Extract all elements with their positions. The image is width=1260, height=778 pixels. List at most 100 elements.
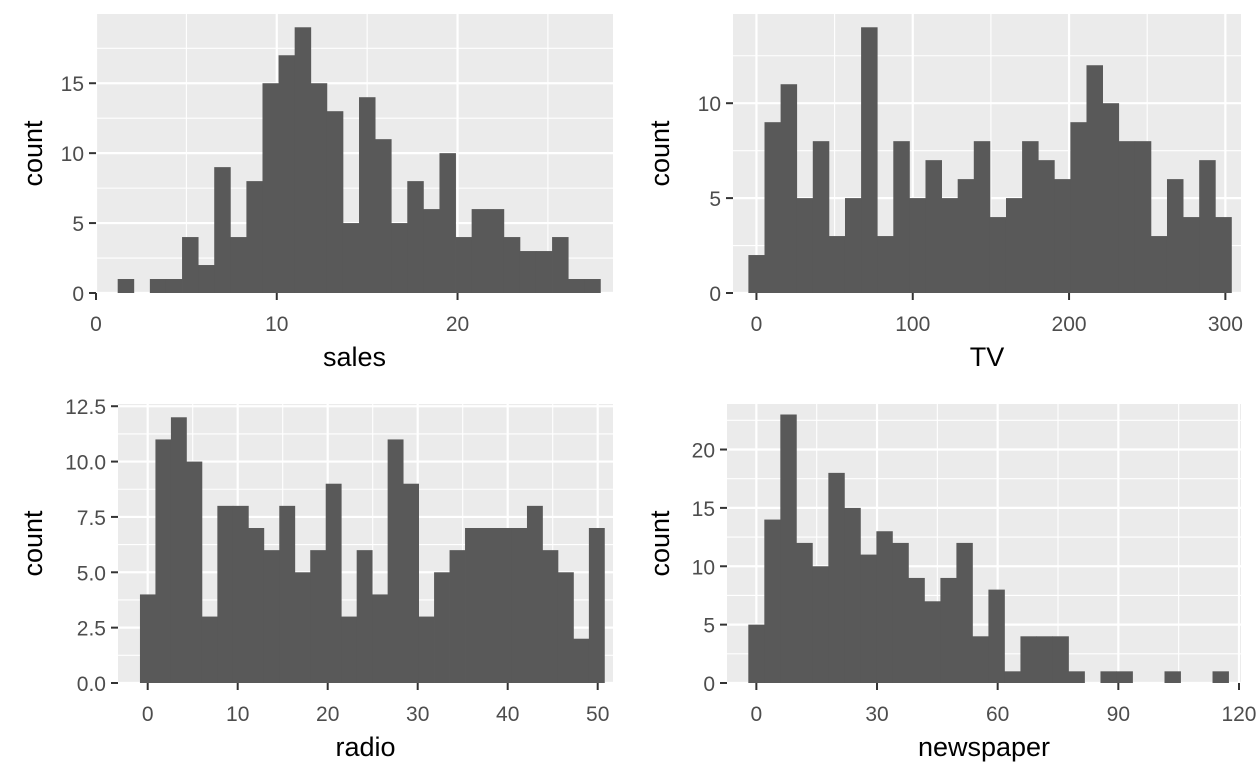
- sales-histogram-bar: [198, 265, 215, 293]
- sales-y-axis-title: count: [18, 120, 48, 187]
- sales-histogram-panel: 0 10 20 0 5 10 15 sales count: [18, 14, 613, 372]
- sales-histogram-bar: [294, 27, 312, 294]
- radio-histogram-bar: [496, 528, 512, 683]
- tv-histogram-bar: [1054, 179, 1071, 293]
- sales-histogram-bar: [149, 279, 167, 293]
- tv-histogram-bar: [1102, 103, 1120, 294]
- tv-histogram-bar: [941, 198, 959, 293]
- radio-y-axis-title: count: [18, 510, 48, 577]
- newspaper-histogram-bar: [1004, 671, 1021, 683]
- tv-histogram-bar: [1070, 122, 1087, 293]
- radio-histogram-bar: [310, 550, 327, 683]
- tv-histogram-bar: [812, 141, 830, 293]
- radio-histogram-bar: [542, 550, 559, 683]
- radio-histogram-bar: [372, 594, 389, 683]
- tv-x-axis-title: TV: [970, 342, 1005, 372]
- newspaper-histogram-bar: [1020, 636, 1037, 683]
- tv-histogram-bar: [1118, 141, 1136, 293]
- newspaper-histogram-bar: [780, 414, 797, 683]
- tv-histogram-bar: [1183, 217, 1200, 293]
- sales-histogram-bar: [117, 279, 135, 293]
- tv-x-tick-label: 0: [751, 313, 763, 336]
- sales-histogram-bar: [391, 223, 408, 293]
- newspaper-histogram-bar: [1052, 636, 1069, 683]
- radio-histogram-bar: [557, 572, 574, 683]
- tv-histogram-bar: [925, 160, 942, 293]
- tv-histogram-bar: [1038, 160, 1055, 293]
- sales-histogram-bar: [375, 139, 392, 293]
- tv-histogram-bar: [796, 198, 814, 293]
- newspaper-y-tick-label: 15: [692, 498, 715, 521]
- radio-y-tick-label: 10.0: [65, 452, 106, 475]
- newspaper-y-axis-title: count: [645, 510, 675, 577]
- tv-x-tick-label: 300: [1208, 313, 1243, 336]
- sales-histogram-bar: [262, 83, 279, 294]
- sales-histogram-bar: [535, 251, 553, 293]
- newspaper-histogram-panel: 0 30 60 90 120 0 5 10 15 20 newspaper count: [645, 404, 1257, 762]
- radio-x-tick-label: 40: [496, 703, 519, 726]
- tv-histogram-bar: [1005, 198, 1023, 293]
- radio-histogram-bar: [418, 616, 435, 683]
- newspaper-histogram-bar: [940, 577, 957, 683]
- radio-histogram-bar: [155, 439, 172, 683]
- radio-histogram-bar: [387, 439, 404, 683]
- radio-y-tick-label: 0.0: [77, 673, 106, 696]
- radio-histogram-bar: [248, 528, 265, 683]
- tv-y-tick-label: 10: [698, 93, 721, 116]
- tv-histogram-bar: [909, 198, 926, 293]
- radio-histogram-bar: [480, 528, 497, 683]
- newspaper-histogram-bar: [796, 542, 813, 683]
- tv-histogram-bar: [893, 141, 910, 293]
- radio-histogram-bar: [325, 483, 342, 683]
- sales-histogram-bar: [165, 279, 183, 293]
- radio-histogram-bar: [403, 483, 419, 683]
- radio-y-tick-label: 2.5: [77, 618, 106, 641]
- newspaper-histogram-bar: [876, 531, 893, 683]
- radio-y-tick-label: 5.0: [77, 562, 106, 585]
- newspaper-x-tick-label: 60: [986, 703, 1009, 726]
- radio-histogram-bar: [526, 505, 543, 683]
- radio-histogram-bar: [511, 528, 528, 683]
- tv-y-axis-title: count: [645, 120, 675, 187]
- radio-histogram-bar: [139, 594, 156, 683]
- radio-histogram-bar: [588, 528, 605, 683]
- tv-histogram-bar: [957, 179, 975, 293]
- radio-histogram-bar: [232, 505, 249, 683]
- sales-histogram-bar: [439, 153, 456, 293]
- newspaper-histogram-bar: [828, 472, 845, 683]
- radio-histogram-bar: [201, 616, 218, 683]
- sales-histogram-bar: [359, 97, 376, 293]
- newspaper-y-tick-label: 10: [692, 556, 715, 579]
- newspaper-x-tick-label: 120: [1221, 703, 1256, 726]
- radio-histogram-bar: [217, 505, 234, 683]
- radio-histogram-bar: [356, 550, 373, 683]
- radio-histogram-bar: [279, 505, 296, 683]
- tv-histogram-bar: [1199, 160, 1216, 293]
- sales-x-tick-label: 20: [446, 313, 469, 336]
- tv-histogram-bar: [1022, 141, 1039, 293]
- tv-histogram-bar: [748, 255, 765, 293]
- sales-x-axis-title: sales: [323, 342, 386, 372]
- radio-y-tick-label: 12.5: [65, 396, 106, 419]
- sales-histogram-bar: [519, 251, 537, 293]
- tv-histogram-panel: 0 100 200 300 0 5 10 TV count: [645, 14, 1243, 372]
- sales-histogram-bar: [584, 279, 601, 293]
- newspaper-histogram-bar: [972, 636, 989, 683]
- tv-y-tick-label: 0: [709, 283, 721, 306]
- radio-histogram-panel: 0 10 20 30 40 50 0.0 2.5 5.0 7.5 10.0 12.5 radio coun…: [18, 396, 613, 762]
- tv-histogram-bar: [877, 236, 894, 293]
- sales-histogram-bar: [487, 209, 505, 293]
- radio-histogram-bar: [434, 572, 450, 683]
- newspaper-histogram-bar: [844, 507, 861, 683]
- sales-y-tick-label: 0: [72, 283, 84, 306]
- sales-x-tick-label: 0: [90, 313, 102, 336]
- tv-histogram-bar: [764, 122, 781, 293]
- radio-histogram-bar: [341, 616, 358, 683]
- tv-histogram-bar: [1215, 217, 1232, 293]
- sales-histogram-bar: [278, 55, 296, 293]
- newspaper-histogram-bar: [1036, 636, 1053, 683]
- sales-histogram-bar: [407, 181, 424, 293]
- radio-x-tick-label: 10: [226, 703, 249, 726]
- radio-x-tick-label: 0: [142, 703, 154, 726]
